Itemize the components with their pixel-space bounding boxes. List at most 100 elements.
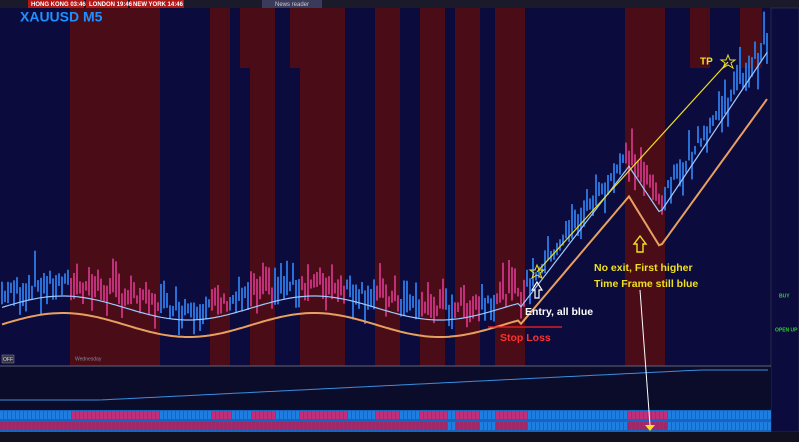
trend-cell bbox=[484, 411, 487, 419]
trend-cell bbox=[732, 422, 735, 430]
trend-cell bbox=[396, 411, 399, 419]
trend-cell bbox=[52, 411, 55, 419]
trend-cell bbox=[348, 411, 351, 419]
trend-cell bbox=[768, 411, 771, 419]
trend-cell bbox=[656, 422, 659, 430]
trend-cell bbox=[376, 411, 379, 419]
trend-cell bbox=[340, 422, 343, 430]
trend-cell bbox=[712, 422, 715, 430]
trend-cell bbox=[316, 411, 319, 419]
trend-cell bbox=[108, 422, 111, 430]
trend-cell bbox=[96, 422, 99, 430]
trend-cell bbox=[404, 422, 407, 430]
trend-cell bbox=[356, 411, 359, 419]
trend-cell bbox=[540, 411, 543, 419]
trend-cell bbox=[680, 411, 683, 419]
trend-cell bbox=[604, 411, 607, 419]
trend-cell bbox=[600, 422, 603, 430]
trend-cell bbox=[384, 422, 387, 430]
clock-box bbox=[28, 0, 84, 8]
trend-cell bbox=[628, 411, 631, 419]
trend-cell bbox=[260, 422, 263, 430]
trend-cell bbox=[456, 411, 459, 419]
off-button[interactable] bbox=[1, 354, 15, 364]
trend-cell bbox=[128, 422, 131, 430]
news-label[interactable]: News reader bbox=[275, 2, 309, 8]
trend-cell bbox=[56, 411, 59, 419]
trend-cell bbox=[260, 411, 263, 419]
entry-label: Entry, all blue bbox=[525, 306, 593, 318]
trend-cell bbox=[364, 422, 367, 430]
trend-cell bbox=[696, 422, 699, 430]
trend-cell bbox=[464, 411, 467, 419]
trend-cell bbox=[320, 411, 323, 419]
trend-cell bbox=[760, 422, 763, 430]
trend-cell bbox=[344, 411, 347, 419]
off-label[interactable]: OFF bbox=[3, 357, 13, 363]
trend-cell bbox=[532, 411, 535, 419]
trend-cell bbox=[40, 411, 43, 419]
trend-cell bbox=[664, 411, 667, 419]
trend-cell bbox=[244, 422, 247, 430]
trend-cell bbox=[504, 411, 507, 419]
trend-cell bbox=[668, 411, 671, 419]
trend-cell bbox=[396, 422, 399, 430]
trend-cell bbox=[428, 411, 431, 419]
trend-cell bbox=[448, 411, 451, 419]
trend-cell bbox=[748, 411, 751, 419]
trend-cell bbox=[28, 422, 31, 430]
trend-cell bbox=[116, 422, 119, 430]
trend-cell bbox=[624, 422, 627, 430]
trend-cell bbox=[312, 422, 315, 430]
red-band bbox=[300, 8, 345, 366]
trend-cell bbox=[8, 422, 11, 430]
trend-cell bbox=[544, 422, 547, 430]
trend-cell bbox=[208, 422, 211, 430]
trend-cell bbox=[556, 422, 559, 430]
trend-cell bbox=[104, 411, 107, 419]
trend-cell bbox=[68, 411, 71, 419]
trend-cell bbox=[360, 411, 363, 419]
trend-cell bbox=[132, 411, 135, 419]
trend-cell bbox=[340, 411, 343, 419]
trend-cell bbox=[692, 422, 695, 430]
trend-cell bbox=[32, 411, 35, 419]
trend-cell bbox=[336, 411, 339, 419]
trend-cell bbox=[752, 422, 755, 430]
trend-cell bbox=[592, 411, 595, 419]
news-button[interactable] bbox=[262, 0, 322, 8]
trend-cell bbox=[264, 422, 267, 430]
trend-cell bbox=[420, 422, 423, 430]
trend-cell bbox=[460, 422, 463, 430]
trend-cell bbox=[388, 411, 391, 419]
trend-cell bbox=[276, 422, 279, 430]
trend-cell bbox=[100, 422, 103, 430]
trend-cell bbox=[368, 411, 371, 419]
trend-cell bbox=[252, 411, 255, 419]
trend-cell bbox=[508, 411, 511, 419]
trend-cell bbox=[60, 422, 63, 430]
trend-cell bbox=[172, 422, 175, 430]
trend-cell bbox=[68, 422, 71, 430]
trend-cell bbox=[540, 422, 543, 430]
trend-cell bbox=[728, 411, 731, 419]
star bbox=[719, 53, 737, 70]
trend-cell bbox=[332, 411, 335, 419]
trend-cell bbox=[740, 422, 743, 430]
trend-cell bbox=[12, 422, 15, 430]
trend-cell bbox=[196, 411, 199, 419]
trend-strip bbox=[0, 369, 771, 430]
trend-cell bbox=[728, 422, 731, 430]
trend-cell bbox=[444, 422, 447, 430]
day-label: Wednesday bbox=[75, 356, 102, 362]
trend-cell bbox=[564, 422, 567, 430]
trend-cell bbox=[380, 411, 383, 419]
trend-cell bbox=[272, 411, 275, 419]
trend-cell bbox=[628, 422, 631, 430]
trend-cell bbox=[172, 411, 175, 419]
trend-cell bbox=[136, 422, 139, 430]
trend-cell bbox=[324, 422, 327, 430]
trend-cell bbox=[688, 422, 691, 430]
trend-cell bbox=[748, 422, 751, 430]
